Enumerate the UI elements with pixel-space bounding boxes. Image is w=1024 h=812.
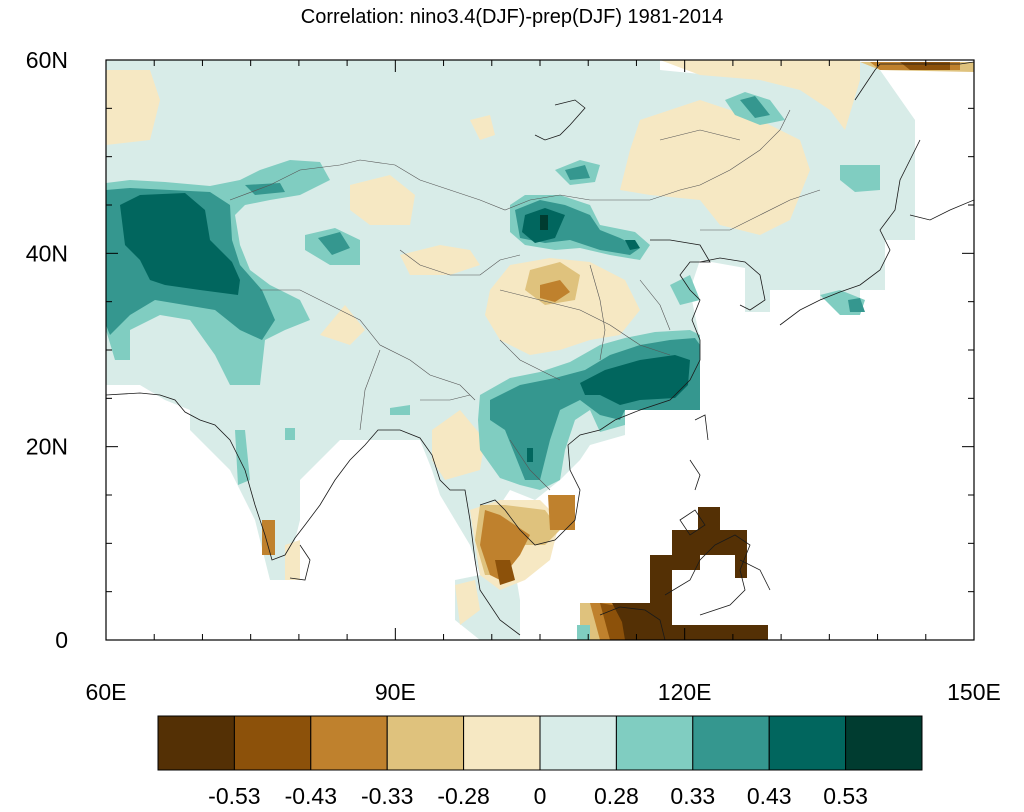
lat-tick-label: 60N [26,47,68,73]
field-negative [262,520,275,555]
field-negative [548,495,575,530]
field-weak-positive [670,275,700,305]
lat-tick-label: 20N [26,434,68,460]
field-near-zero-negative [432,410,485,480]
field-strong-negative [612,507,768,640]
field-positive [245,183,285,195]
colorbar-swatch [845,715,923,771]
colorbar-label: 0.33 [670,783,715,809]
lon-tick-label: 60E [86,679,127,705]
map-title: Correlation: nino3.4(DJF)-prep(DJF) 1981… [300,6,724,28]
colorbar-swatch [157,715,235,771]
colorbar-label: -0.43 [285,783,337,809]
shaded-field [106,60,974,640]
field-positive [848,298,865,312]
field-strongest-positive [540,215,548,230]
field-weak-positive [235,430,250,485]
field-near-zero-negative [320,305,365,345]
lat-tick-label: 40N [26,240,68,266]
field-strong-positive [120,193,240,295]
field-weak-positive [577,625,590,640]
field-weak-positive [390,405,410,415]
field-positive [318,232,350,255]
field-positive [740,96,770,118]
field-near-zero-negative [485,258,640,355]
axis-ticks [105,59,975,641]
colorbar-swatch [463,715,541,771]
field-negative [540,280,570,302]
colorbar-label: 0.43 [747,783,792,809]
field-near-zero-negative [660,60,860,130]
field-near-zero-negative [106,70,160,145]
colorbar-swatch [692,715,770,771]
lon-tick-label: 150E [947,679,1001,705]
colorbar-label: 0 [534,783,547,809]
field-near-zero-negative [400,245,480,275]
field-negative [480,510,530,580]
field-strong-positive [580,355,690,405]
colorbar-label: -0.28 [437,783,489,809]
field-weak-positive [840,165,880,192]
colorbar [157,715,923,771]
colorbar-label: -0.53 [208,783,260,809]
colorbar-swatch [615,715,694,771]
colorbar-swatch [768,715,847,771]
field-negative [495,560,515,585]
admin-boundaries [229,109,821,491]
lat-tick-label: 0 [55,627,68,653]
axis-tick-labels: 60E 90E 120E 150E 0 20N 40N 60N [26,47,1001,705]
colorbar-swatch [233,715,312,771]
colorbar-swatch [386,715,465,771]
field-strong-positive [625,240,640,250]
field-near-zero-negative [620,100,810,235]
lon-tick-label: 120E [658,679,712,705]
colorbar-swatch [310,715,388,771]
field-positive [565,165,590,180]
field-near-zero-negative [350,175,415,225]
field-near-zero-negative [470,115,495,140]
colorbar-swatch [539,715,617,771]
colorbar-labels: -0.53 -0.43 -0.33 -0.28 0 0.28 0.33 0.43 0.53 [208,783,868,809]
field-weak-positive [285,428,295,440]
colorbar-label: -0.33 [361,783,413,809]
coastlines [106,61,974,636]
colorbar-label: 0.28 [594,783,639,809]
colorbar-label: 0.53 [823,783,868,809]
field-near-zero-negative [285,540,300,580]
lon-tick-label: 90E [375,679,416,705]
field-strong-positive [527,448,533,462]
islands [599,414,771,640]
field-near-zero-negative [455,580,480,625]
